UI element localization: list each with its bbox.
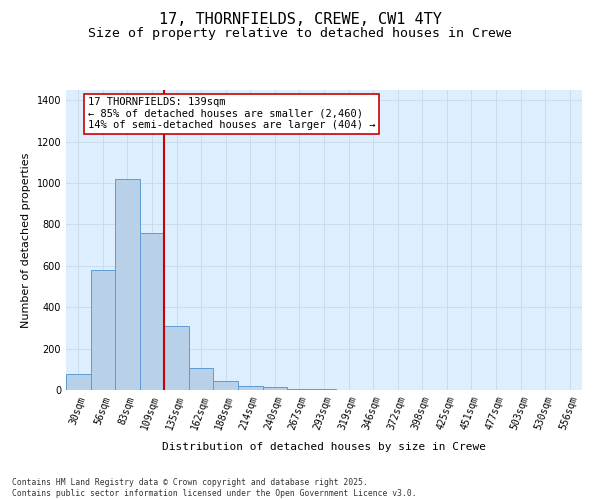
- Bar: [140, 233, 164, 390]
- Bar: [263, 387, 287, 390]
- Text: Contains HM Land Registry data © Crown copyright and database right 2025.
Contai: Contains HM Land Registry data © Crown c…: [12, 478, 416, 498]
- Text: Distribution of detached houses by size in Crewe: Distribution of detached houses by size …: [162, 442, 486, 452]
- Text: 17 THORNFIELDS: 139sqm
← 85% of detached houses are smaller (2,460)
14% of semi-: 17 THORNFIELDS: 139sqm ← 85% of detached…: [88, 97, 376, 130]
- Bar: [189, 368, 214, 390]
- Y-axis label: Number of detached properties: Number of detached properties: [21, 152, 31, 328]
- Bar: [287, 389, 312, 390]
- Text: 17, THORNFIELDS, CREWE, CW1 4TY: 17, THORNFIELDS, CREWE, CW1 4TY: [158, 12, 442, 28]
- Bar: [115, 179, 140, 390]
- Bar: [238, 386, 263, 390]
- Bar: [164, 326, 189, 390]
- Bar: [66, 374, 91, 390]
- Bar: [91, 270, 115, 390]
- Text: Size of property relative to detached houses in Crewe: Size of property relative to detached ho…: [88, 28, 512, 40]
- Bar: [214, 380, 238, 390]
